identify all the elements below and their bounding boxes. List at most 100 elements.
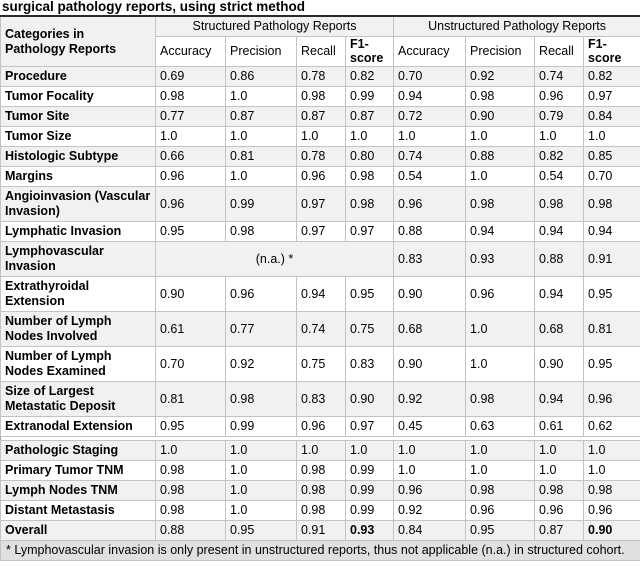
category-cell: Tumor Site (0, 106, 156, 127)
value-cell: 0.95 (155, 416, 226, 437)
value-cell: 0.97 (296, 221, 346, 242)
value-cell: 0.99 (225, 186, 297, 222)
category-cell: Lymphatic Invasion (0, 221, 156, 242)
value-cell: 0.74 (393, 146, 467, 167)
category-cell: Number of Lymph Nodes Examined (0, 346, 156, 382)
metric-header-recall-structured: Recall (296, 36, 346, 67)
value-cell: 0.96 (534, 86, 585, 107)
value-cell: 0.74 (296, 311, 346, 347)
value-cell: 0.98 (155, 460, 226, 481)
value-cell: 1.0 (583, 126, 640, 147)
value-cell: 1.0 (465, 126, 536, 147)
value-cell: 1.0 (583, 440, 640, 461)
value-cell: 0.95 (465, 520, 536, 541)
value-cell: 1.0 (344, 126, 395, 147)
table-row: Margins 0.96 1.0 0.96 0.98 0.54 1.0 0.54 0.70 (0, 166, 640, 187)
table-row: Number of Lymph Nodes Examined 0.70 0.92 0.… (0, 346, 640, 382)
metric-header-accuracy-structured: Accuracy (155, 36, 226, 67)
value-cell: 0.99 (344, 500, 395, 521)
category-cell: Histologic Subtype (0, 146, 156, 167)
value-cell: 1.0 (465, 460, 536, 481)
value-cell: 0.86 (225, 66, 297, 87)
value-cell: 0.98 (465, 186, 536, 222)
value-cell: 0.99 (344, 480, 395, 501)
value-cell: 1.0 (155, 126, 226, 147)
table-row: Extranodal Extension 0.95 0.99 0.96 0.97 0.45… (0, 416, 640, 437)
value-cell: 0.98 (344, 166, 395, 187)
value-cell: 0.84 (583, 106, 640, 127)
value-cell: 0.90 (583, 520, 640, 541)
value-cell: 0.88 (393, 221, 467, 242)
table-row: Tumor Size 1.0 1.0 1.0 1.0 1.0 1.0 1.0 1.0 (0, 126, 640, 147)
value-cell: 0.98 (155, 480, 226, 501)
category-cell: Size of Largest Metastatic Deposit (0, 381, 156, 417)
value-cell: 0.97 (583, 86, 640, 107)
value-cell: 0.98 (534, 480, 585, 501)
metric-header-accuracy-unstructured: Accuracy (393, 36, 467, 67)
value-cell: 0.90 (344, 381, 395, 417)
table-row: Angioinvasion (Vascular Invasion) 0.96 0.9… (0, 186, 640, 222)
value-cell: 0.92 (393, 500, 467, 521)
value-cell: 0.91 (583, 241, 640, 277)
value-cell: 0.54 (393, 166, 467, 187)
value-cell: 0.98 (296, 460, 346, 481)
value-cell: 0.90 (534, 346, 585, 382)
value-cell: 0.98 (225, 221, 297, 242)
category-cell: Primary Tumor TNM (0, 460, 156, 481)
value-cell: 0.96 (296, 416, 346, 437)
corner-header-line1: Categories in (5, 26, 85, 41)
value-cell: 1.0 (296, 440, 346, 461)
value-cell: 0.94 (534, 276, 585, 312)
value-cell: 0.97 (344, 416, 395, 437)
value-cell: 0.88 (155, 520, 226, 541)
value-cell: 0.92 (465, 66, 536, 87)
value-cell: 1.0 (225, 460, 297, 481)
value-cell: 0.83 (296, 381, 346, 417)
table-caption: surgical pathology reports, using strict… (2, 0, 306, 14)
value-cell: 0.68 (534, 311, 585, 347)
table-row: Histologic Subtype 0.66 0.81 0.78 0.80 0.74 0.… (0, 146, 640, 167)
value-cell: 0.96 (155, 166, 226, 187)
value-cell: 1.0 (225, 86, 297, 107)
metric-header-f1-unstructured: F1-score (583, 36, 640, 67)
value-cell: 0.97 (296, 186, 346, 222)
category-cell: Tumor Size (0, 126, 156, 147)
value-cell: 0.74 (534, 66, 585, 87)
value-cell: 1.0 (534, 460, 585, 481)
table-row: Lymph Nodes TNM 0.98 1.0 0.98 0.99 0.96 0.98 0.… (0, 480, 640, 501)
value-cell: 0.83 (393, 241, 467, 277)
value-cell: 0.96 (583, 381, 640, 417)
table-row: Tumor Focality 0.98 1.0 0.98 0.99 0.94 0.98 0.9… (0, 86, 640, 107)
value-cell: 0.70 (393, 66, 467, 87)
value-cell: 0.95 (225, 520, 297, 541)
table-row: Lymphatic Invasion 0.95 0.98 0.97 0.97 0.88 0.… (0, 221, 640, 242)
value-cell: 0.70 (583, 166, 640, 187)
value-cell: 0.63 (465, 416, 536, 437)
value-cell: 0.98 (225, 381, 297, 417)
table-row: Procedure 0.69 0.86 0.78 0.82 0.70 0.92 0.74 0.8… (0, 66, 640, 87)
table-row: Size of Largest Metastatic Deposit 0.81 0.… (0, 381, 640, 417)
value-cell: 0.96 (465, 500, 536, 521)
value-cell: 0.81 (155, 381, 226, 417)
value-cell: 0.84 (393, 520, 467, 541)
category-cell: Lymph Nodes TNM (0, 480, 156, 501)
value-cell: 0.75 (296, 346, 346, 382)
value-cell: 0.98 (155, 86, 226, 107)
value-cell: 0.96 (534, 500, 585, 521)
footnote-text: * Lymphovascular invasion is only presen… (0, 540, 640, 561)
value-cell: 1.0 (465, 311, 536, 347)
metric-header-recall-unstructured: Recall (534, 36, 585, 67)
value-cell: 0.87 (225, 106, 297, 127)
value-cell: 0.91 (296, 520, 346, 541)
table-row: Number of Lymph Nodes Involved 0.61 0.77 0.… (0, 311, 640, 347)
value-cell: 0.90 (155, 276, 226, 312)
metric-header-row: Accuracy Precision Recall F1-score Accur… (1, 36, 640, 67)
value-cell: 1.0 (393, 126, 467, 147)
table-row: Lymphovascular Invasion (n.a.) * 0.83 0.93 0… (0, 241, 640, 277)
group-header-unstructured: Unstructured Pathology Reports (393, 15, 640, 37)
value-cell: 0.98 (534, 186, 585, 222)
value-cell: 0.61 (155, 311, 226, 347)
corner-header-cell: Categories in Pathology Reports (0, 15, 156, 67)
value-cell: 0.88 (465, 146, 536, 167)
value-cell: 0.62 (583, 416, 640, 437)
